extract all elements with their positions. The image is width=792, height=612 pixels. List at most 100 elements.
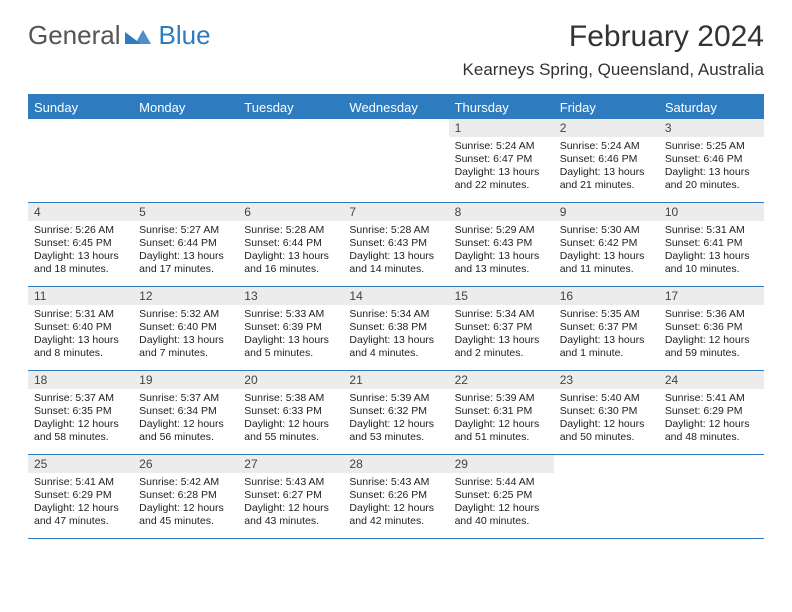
day-details: Sunrise: 5:39 AMSunset: 6:32 PMDaylight:… <box>343 389 448 449</box>
weekday-header: Tuesday <box>238 96 343 119</box>
calendar-cell: 25Sunrise: 5:41 AMSunset: 6:29 PMDayligh… <box>28 455 133 539</box>
day-number: 22 <box>449 371 554 389</box>
day-details: Sunrise: 5:28 AMSunset: 6:44 PMDaylight:… <box>238 221 343 281</box>
title-block: February 2024 Kearneys Spring, Queenslan… <box>463 20 764 80</box>
day-details: Sunrise: 5:40 AMSunset: 6:30 PMDaylight:… <box>554 389 659 449</box>
calendar-cell: 24Sunrise: 5:41 AMSunset: 6:29 PMDayligh… <box>659 371 764 455</box>
calendar-cell <box>133 119 238 203</box>
calendar-cell: 14Sunrise: 5:34 AMSunset: 6:38 PMDayligh… <box>343 287 448 371</box>
day-number: 2 <box>554 119 659 137</box>
day-number: 5 <box>133 203 238 221</box>
weekday-header: Thursday <box>449 96 554 119</box>
calendar-cell <box>659 455 764 539</box>
day-details: Sunrise: 5:28 AMSunset: 6:43 PMDaylight:… <box>343 221 448 281</box>
weekday-header: Wednesday <box>343 96 448 119</box>
day-number: 17 <box>659 287 764 305</box>
day-number: 24 <box>659 371 764 389</box>
day-number: 27 <box>238 455 343 473</box>
calendar-cell <box>554 455 659 539</box>
calendar-cell: 6Sunrise: 5:28 AMSunset: 6:44 PMDaylight… <box>238 203 343 287</box>
day-details: Sunrise: 5:32 AMSunset: 6:40 PMDaylight:… <box>133 305 238 365</box>
day-details: Sunrise: 5:42 AMSunset: 6:28 PMDaylight:… <box>133 473 238 533</box>
weekday-header: Friday <box>554 96 659 119</box>
calendar: SundayMondayTuesdayWednesdayThursdayFrid… <box>28 94 764 539</box>
day-number: 19 <box>133 371 238 389</box>
location: Kearneys Spring, Queensland, Australia <box>463 60 764 80</box>
logo: General Blue <box>28 20 211 51</box>
day-details: Sunrise: 5:39 AMSunset: 6:31 PMDaylight:… <box>449 389 554 449</box>
day-details: Sunrise: 5:30 AMSunset: 6:42 PMDaylight:… <box>554 221 659 281</box>
weekday-header: Monday <box>133 96 238 119</box>
day-details: Sunrise: 5:36 AMSunset: 6:36 PMDaylight:… <box>659 305 764 365</box>
calendar-cell <box>28 119 133 203</box>
weekday-header-row: SundayMondayTuesdayWednesdayThursdayFrid… <box>28 96 764 119</box>
day-details: Sunrise: 5:38 AMSunset: 6:33 PMDaylight:… <box>238 389 343 449</box>
logo-text-1: General <box>28 20 121 51</box>
calendar-cell: 16Sunrise: 5:35 AMSunset: 6:37 PMDayligh… <box>554 287 659 371</box>
calendar-cell: 9Sunrise: 5:30 AMSunset: 6:42 PMDaylight… <box>554 203 659 287</box>
day-details: Sunrise: 5:27 AMSunset: 6:44 PMDaylight:… <box>133 221 238 281</box>
day-number: 29 <box>449 455 554 473</box>
day-details: Sunrise: 5:44 AMSunset: 6:25 PMDaylight:… <box>449 473 554 533</box>
calendar-cell: 4Sunrise: 5:26 AMSunset: 6:45 PMDaylight… <box>28 203 133 287</box>
day-details: Sunrise: 5:31 AMSunset: 6:40 PMDaylight:… <box>28 305 133 365</box>
weekday-header: Sunday <box>28 96 133 119</box>
day-details: Sunrise: 5:24 AMSunset: 6:46 PMDaylight:… <box>554 137 659 197</box>
day-details: Sunrise: 5:37 AMSunset: 6:34 PMDaylight:… <box>133 389 238 449</box>
calendar-cell: 22Sunrise: 5:39 AMSunset: 6:31 PMDayligh… <box>449 371 554 455</box>
day-details: Sunrise: 5:33 AMSunset: 6:39 PMDaylight:… <box>238 305 343 365</box>
calendar-cell <box>343 119 448 203</box>
day-number: 20 <box>238 371 343 389</box>
day-number: 18 <box>28 371 133 389</box>
day-number: 4 <box>28 203 133 221</box>
day-details: Sunrise: 5:31 AMSunset: 6:41 PMDaylight:… <box>659 221 764 281</box>
day-details: Sunrise: 5:24 AMSunset: 6:47 PMDaylight:… <box>449 137 554 197</box>
day-number: 15 <box>449 287 554 305</box>
calendar-cell: 28Sunrise: 5:43 AMSunset: 6:26 PMDayligh… <box>343 455 448 539</box>
day-number: 12 <box>133 287 238 305</box>
calendar-cell: 7Sunrise: 5:28 AMSunset: 6:43 PMDaylight… <box>343 203 448 287</box>
day-number: 23 <box>554 371 659 389</box>
calendar-cell: 29Sunrise: 5:44 AMSunset: 6:25 PMDayligh… <box>449 455 554 539</box>
day-details: Sunrise: 5:37 AMSunset: 6:35 PMDaylight:… <box>28 389 133 449</box>
calendar-cell: 5Sunrise: 5:27 AMSunset: 6:44 PMDaylight… <box>133 203 238 287</box>
day-number: 9 <box>554 203 659 221</box>
calendar-cell: 21Sunrise: 5:39 AMSunset: 6:32 PMDayligh… <box>343 371 448 455</box>
day-number: 14 <box>343 287 448 305</box>
calendar-grid: 1Sunrise: 5:24 AMSunset: 6:47 PMDaylight… <box>28 119 764 539</box>
day-details: Sunrise: 5:35 AMSunset: 6:37 PMDaylight:… <box>554 305 659 365</box>
day-details: Sunrise: 5:29 AMSunset: 6:43 PMDaylight:… <box>449 221 554 281</box>
day-details: Sunrise: 5:43 AMSunset: 6:26 PMDaylight:… <box>343 473 448 533</box>
day-details: Sunrise: 5:25 AMSunset: 6:46 PMDaylight:… <box>659 137 764 197</box>
day-number: 26 <box>133 455 238 473</box>
calendar-cell <box>238 119 343 203</box>
day-number: 11 <box>28 287 133 305</box>
calendar-cell: 12Sunrise: 5:32 AMSunset: 6:40 PMDayligh… <box>133 287 238 371</box>
calendar-cell: 1Sunrise: 5:24 AMSunset: 6:47 PMDaylight… <box>449 119 554 203</box>
day-number: 13 <box>238 287 343 305</box>
calendar-cell: 18Sunrise: 5:37 AMSunset: 6:35 PMDayligh… <box>28 371 133 455</box>
calendar-cell: 20Sunrise: 5:38 AMSunset: 6:33 PMDayligh… <box>238 371 343 455</box>
page-title: February 2024 <box>463 20 764 54</box>
calendar-cell: 26Sunrise: 5:42 AMSunset: 6:28 PMDayligh… <box>133 455 238 539</box>
day-number: 16 <box>554 287 659 305</box>
calendar-cell: 10Sunrise: 5:31 AMSunset: 6:41 PMDayligh… <box>659 203 764 287</box>
calendar-cell: 2Sunrise: 5:24 AMSunset: 6:46 PMDaylight… <box>554 119 659 203</box>
calendar-cell: 17Sunrise: 5:36 AMSunset: 6:36 PMDayligh… <box>659 287 764 371</box>
day-number: 10 <box>659 203 764 221</box>
calendar-cell: 23Sunrise: 5:40 AMSunset: 6:30 PMDayligh… <box>554 371 659 455</box>
weekday-header: Saturday <box>659 96 764 119</box>
calendar-cell: 11Sunrise: 5:31 AMSunset: 6:40 PMDayligh… <box>28 287 133 371</box>
day-number: 21 <box>343 371 448 389</box>
calendar-cell: 19Sunrise: 5:37 AMSunset: 6:34 PMDayligh… <box>133 371 238 455</box>
calendar-cell: 8Sunrise: 5:29 AMSunset: 6:43 PMDaylight… <box>449 203 554 287</box>
day-number: 28 <box>343 455 448 473</box>
day-details: Sunrise: 5:43 AMSunset: 6:27 PMDaylight:… <box>238 473 343 533</box>
day-number: 8 <box>449 203 554 221</box>
header: General Blue February 2024 Kearneys Spri… <box>0 0 792 84</box>
day-details: Sunrise: 5:34 AMSunset: 6:37 PMDaylight:… <box>449 305 554 365</box>
calendar-cell: 15Sunrise: 5:34 AMSunset: 6:37 PMDayligh… <box>449 287 554 371</box>
day-number: 6 <box>238 203 343 221</box>
day-details: Sunrise: 5:34 AMSunset: 6:38 PMDaylight:… <box>343 305 448 365</box>
logo-icon <box>125 26 153 46</box>
